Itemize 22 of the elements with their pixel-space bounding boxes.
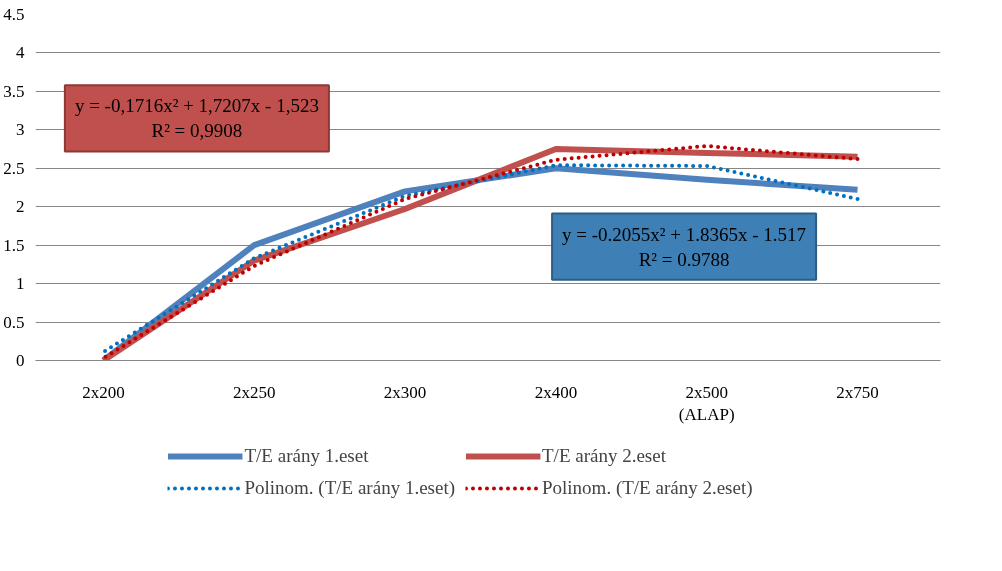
y-tick-label: 4.5: [3, 5, 25, 24]
y-tick-label: 0: [16, 351, 25, 370]
legend-label: Polinom. (T/E arány 1.eset): [244, 477, 455, 499]
y-tick-label: 1: [16, 274, 25, 294]
legend-label: T/E arány 1.eset: [244, 445, 369, 467]
y-tick-label: 2.5: [3, 158, 25, 178]
x-tick-label: 2x200: [82, 382, 125, 402]
y-tick-label: 2: [16, 197, 25, 217]
x-tick-label: 2x750: [836, 382, 879, 402]
y-tick-label: 3: [16, 120, 25, 140]
x-tick-label: 2x400: [534, 382, 578, 402]
annotation: y = -0.2055x² + 1.8365x - 1.517 R² = 0.9788: [562, 223, 807, 270]
x-tick-label: 2x250: [232, 382, 276, 402]
y-tick-label: 3.5: [3, 81, 25, 101]
x-tick-label: 2x300: [383, 382, 427, 402]
legend-label: Polinom. (T/E arány 2.eset): [542, 477, 753, 499]
y-tick-label: 0.5: [3, 312, 25, 332]
legend-label: T/E arány 2.eset: [542, 445, 666, 467]
y-tick-label: 1.5: [3, 235, 25, 255]
y-tick-label: 4: [16, 43, 25, 63]
x-tick-label: 2x500 (ALAP): [678, 382, 735, 425]
annotation: y = -0,1716x² + 1,7207x - 1,523 R² = 0,9908: [74, 95, 319, 142]
